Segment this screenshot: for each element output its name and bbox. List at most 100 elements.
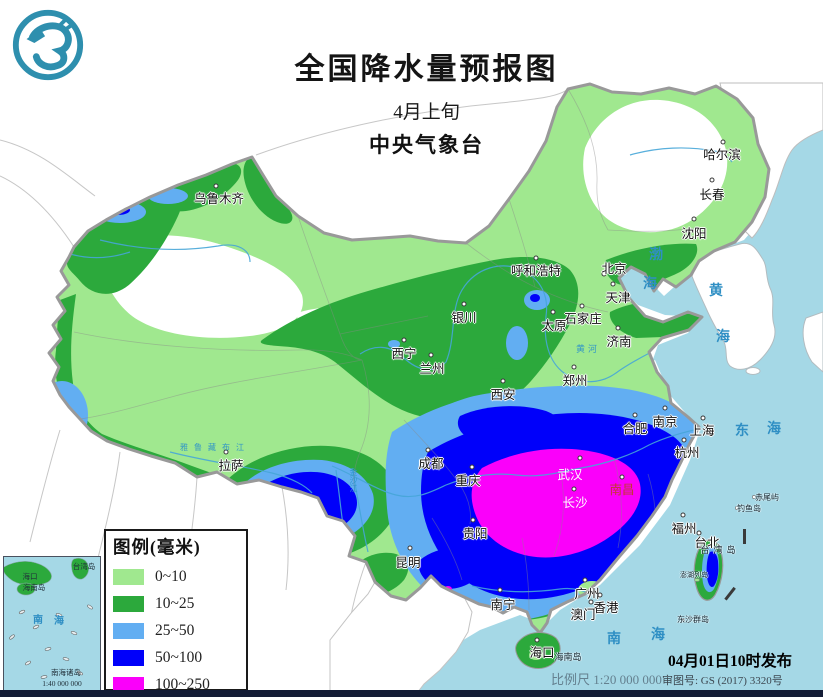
city-dot (470, 517, 476, 523)
south-china-sea-inset-map: 台湾岛海口海南岛南海南海诸岛 1:40 000 000 (3, 556, 101, 694)
legend-color-swatch (113, 676, 144, 693)
city-dot (500, 378, 506, 384)
city-dot (571, 364, 577, 370)
jeju-island (745, 367, 761, 375)
legend-color-swatch (113, 622, 144, 639)
city-dot (700, 415, 706, 421)
inset-label: 台湾岛 (72, 562, 96, 571)
korea-land (691, 242, 776, 370)
river-label: 黄河 (576, 344, 601, 354)
city-dot (632, 412, 638, 418)
legend-color-swatch (113, 595, 144, 612)
city-label: 贵阳 (462, 527, 488, 541)
city-dot (401, 337, 407, 343)
city-label: 济南 (606, 335, 632, 349)
legend-range-label: 10~25 (155, 594, 195, 612)
legend-row: 10~25 (113, 594, 246, 613)
city-label: 南昌 (609, 483, 635, 497)
city-dot (619, 474, 625, 480)
legend-row: 25~50 (113, 621, 246, 640)
city-dot (691, 216, 697, 222)
sea-boundary-dashes (681, 495, 756, 622)
city-dot (469, 464, 475, 470)
city-label: 沈阳 (681, 227, 707, 241)
sea-label: 海 (767, 422, 781, 437)
city-dot (550, 309, 556, 315)
city-dot (577, 455, 583, 461)
inset-label: 南 (33, 615, 43, 626)
city-label: 南京 (652, 415, 678, 429)
legend-range-label: 100~250 (155, 675, 210, 693)
city-label: 长沙 (562, 496, 588, 510)
city-dot (582, 577, 588, 583)
legend-title: 图例(毫米) (113, 537, 201, 557)
city-label: 拉萨 (218, 459, 244, 473)
legend-row: 50~100 (113, 648, 246, 667)
city-dot (571, 486, 577, 492)
city-label: 杭州 (674, 446, 700, 460)
city-label: 兰州 (419, 362, 445, 376)
city-dot (709, 177, 715, 183)
legend-row: 100~250 (113, 675, 246, 694)
province-borders (73, 88, 695, 611)
inset-label: 1:40 000 000 (42, 679, 82, 688)
river-label: 金沙江 (349, 468, 358, 492)
sea-label: 南 (607, 632, 621, 647)
inset-map-graphic (4, 557, 99, 692)
taiwan-island (693, 539, 724, 601)
city-dot (615, 325, 621, 331)
city-dot (681, 437, 687, 443)
map-scale-text: 比例尺 1:20 000 000 (551, 672, 662, 687)
city-dot (425, 447, 431, 453)
city-label: 武汉 (557, 468, 583, 482)
city-label: 台北 (694, 536, 720, 550)
sea-label: 渤 (649, 248, 663, 263)
cma-dragon-logo-icon (12, 9, 84, 81)
city-label: 哈尔滨 (703, 148, 741, 162)
city-dot (534, 637, 540, 643)
city-label: 长春 (699, 188, 725, 202)
city-label: 石家庄 (564, 312, 602, 326)
city-label: 西宁 (391, 347, 417, 361)
city-label: 广州 (574, 587, 600, 601)
legend-range-label: 50~100 (155, 648, 203, 666)
city-label: 福州 (671, 522, 697, 536)
city-label: 银川 (451, 311, 477, 325)
city-dot (696, 530, 702, 536)
city-label: 呼和浩特 (510, 264, 562, 278)
geo-label: 台湾岛 (700, 545, 740, 555)
release-time-text: 04月01日10时发布 (668, 653, 793, 670)
inset-label: 海南岛 (22, 583, 46, 592)
city-label: 重庆 (455, 474, 481, 488)
city-dot (461, 301, 467, 307)
city-dot (588, 599, 594, 605)
city-label: 上海 (689, 424, 715, 438)
city-label: 海口 (529, 646, 555, 660)
sea-label: 东 (735, 424, 749, 439)
city-label: 乌鲁木齐 (193, 192, 245, 206)
city-dot (533, 255, 539, 261)
city-label: 天津 (605, 291, 631, 305)
legend-range-label: 0~10 (155, 567, 187, 585)
river-label: 雅鲁藏布江 (180, 443, 250, 452)
geo-label: 海南岛 (554, 652, 582, 662)
china-national-border (47, 82, 771, 635)
geo-label: 钓鱼岛 (737, 504, 761, 513)
city-dot (680, 512, 686, 518)
inset-label: 海 (54, 616, 64, 627)
rivers (69, 147, 733, 596)
approval-number-text: 审图号: GS (2017) 3320号 (662, 675, 783, 687)
city-label: 太原 (541, 319, 567, 333)
inset-label: 海口 (22, 572, 38, 581)
legend-row: 0~10 (113, 567, 246, 586)
legend-range-label: 25~50 (155, 621, 195, 639)
city-dot (601, 271, 607, 277)
city-dot (720, 139, 726, 145)
inset-label: 南海诸岛 (51, 668, 81, 677)
hainan-island (515, 632, 561, 669)
city-label: 澳门 (570, 608, 596, 622)
city-dot (610, 281, 616, 287)
city-dot (497, 587, 503, 593)
